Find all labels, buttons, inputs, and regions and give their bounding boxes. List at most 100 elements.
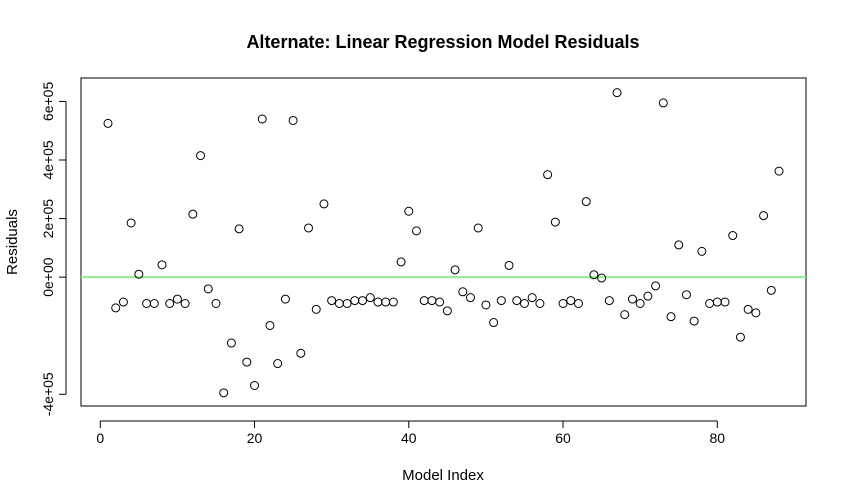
data-point (365, 293, 375, 303)
data-point (358, 296, 368, 306)
chart-title: Alternate: Linear Regression Model Resid… (246, 32, 639, 52)
y-axis: -4e+05 0e+00 2e+05 4e+05 6e+05 (40, 82, 67, 416)
data-point (442, 306, 452, 316)
data-point (473, 223, 483, 233)
data-point (396, 257, 406, 267)
data-point (311, 304, 321, 314)
data-point (288, 115, 298, 125)
data-point (242, 357, 252, 367)
data-point (481, 300, 491, 310)
data-point (759, 211, 769, 221)
data-point (743, 304, 753, 314)
data-point (751, 308, 761, 318)
data-point (142, 299, 152, 308)
data-point (381, 297, 391, 307)
data-point (658, 98, 668, 108)
data-point (697, 246, 707, 256)
data-point (535, 299, 545, 308)
data-point (172, 294, 182, 304)
y-tick-label: 6e+05 (40, 82, 56, 122)
data-point (334, 299, 344, 308)
data-points (103, 88, 784, 398)
data-point (597, 273, 607, 283)
data-point (774, 166, 784, 176)
data-point (465, 293, 475, 303)
y-tick-label: 2e+05 (40, 199, 56, 239)
data-point (620, 310, 630, 320)
data-point (304, 223, 314, 233)
data-point (196, 151, 206, 161)
x-tick-label: 20 (247, 430, 263, 446)
data-point (165, 299, 175, 308)
data-point (180, 299, 190, 308)
data-point (573, 299, 583, 308)
data-point (735, 332, 745, 342)
data-point (350, 296, 360, 306)
x-tick-label: 0 (96, 430, 104, 446)
data-point (681, 290, 691, 300)
data-point (604, 296, 614, 306)
data-point (512, 296, 522, 306)
data-point (404, 206, 414, 216)
data-point (712, 297, 722, 307)
data-point (581, 197, 591, 207)
data-point (219, 388, 229, 398)
data-point (273, 359, 283, 369)
data-point (188, 209, 198, 219)
data-point (211, 299, 221, 308)
data-point (280, 294, 290, 304)
data-point (519, 299, 529, 308)
data-point (728, 231, 738, 241)
data-point (419, 296, 429, 306)
data-point (651, 281, 661, 291)
data-point (118, 297, 128, 307)
data-point (111, 303, 121, 313)
data-point (126, 218, 136, 228)
data-point (412, 226, 422, 236)
data-point (566, 296, 576, 306)
data-point (296, 348, 306, 358)
x-tick-label: 40 (401, 430, 417, 446)
y-tick-label: 4e+05 (40, 140, 56, 180)
data-point (327, 296, 337, 306)
x-axis: 0 20 40 60 80 (96, 420, 726, 446)
data-point (720, 297, 730, 307)
data-point (666, 312, 676, 322)
data-point (643, 291, 653, 301)
data-point (450, 265, 460, 275)
data-point (504, 260, 514, 270)
y-tick-label: -4e+05 (40, 372, 56, 416)
data-point (558, 299, 568, 308)
y-tick-label: 0e+00 (40, 257, 56, 297)
data-point (496, 296, 506, 306)
data-point (674, 240, 684, 250)
data-point (257, 114, 267, 124)
data-point (226, 338, 236, 348)
data-point (489, 318, 499, 328)
data-point (157, 260, 167, 270)
data-point (550, 217, 560, 227)
data-point (427, 296, 437, 306)
plot-frame (80, 77, 807, 407)
data-point (134, 269, 144, 279)
data-point (388, 297, 398, 307)
x-tick-label: 80 (710, 430, 726, 446)
data-point (103, 118, 113, 128)
y-axis-label: Residuals (4, 209, 21, 275)
data-point (203, 284, 213, 294)
data-point (342, 299, 352, 308)
data-point (458, 287, 468, 297)
data-point (543, 170, 553, 180)
data-point (435, 297, 445, 307)
data-point (705, 299, 715, 308)
data-point (612, 88, 622, 98)
data-point (319, 199, 329, 209)
data-point (149, 299, 159, 308)
data-point (689, 316, 699, 326)
data-point (250, 381, 260, 390)
data-point (234, 224, 244, 234)
data-point (627, 294, 637, 304)
x-axis-label: Model Index (402, 467, 484, 484)
data-point (589, 270, 599, 280)
